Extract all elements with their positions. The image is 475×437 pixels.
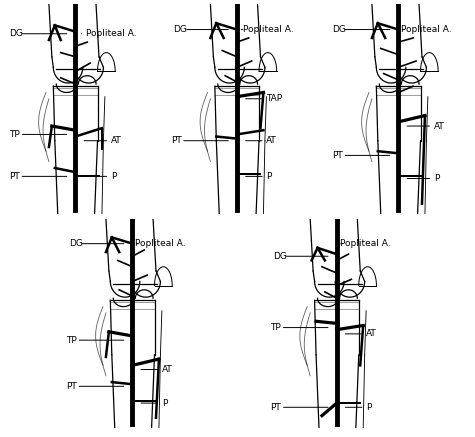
Text: PT: PT <box>9 172 20 181</box>
Text: Popliteal A.: Popliteal A. <box>243 25 294 34</box>
Text: P: P <box>266 172 272 181</box>
Text: PT: PT <box>66 382 77 391</box>
Text: AT: AT <box>162 365 172 374</box>
Text: DG: DG <box>332 25 346 34</box>
Text: PT: PT <box>171 136 181 145</box>
Text: AT: AT <box>366 329 377 338</box>
Text: P: P <box>366 403 371 412</box>
Text: PT: PT <box>332 151 343 160</box>
Text: DG: DG <box>69 239 83 248</box>
Text: AT: AT <box>266 136 277 145</box>
Text: DG: DG <box>9 29 23 38</box>
Text: TP: TP <box>66 336 77 345</box>
Text: Popliteal A.: Popliteal A. <box>401 25 452 34</box>
Text: Popliteal A.: Popliteal A. <box>135 239 186 248</box>
Text: P: P <box>162 399 167 408</box>
Text: TAP: TAP <box>266 94 283 103</box>
Text: DG: DG <box>274 252 287 261</box>
Text: P: P <box>434 174 439 183</box>
Text: DG: DG <box>174 25 188 34</box>
Text: TP: TP <box>9 130 20 139</box>
Text: Popliteal A.: Popliteal A. <box>340 239 390 248</box>
Text: P: P <box>111 172 116 181</box>
Text: TP: TP <box>270 323 281 332</box>
Text: PT: PT <box>270 403 281 412</box>
Text: Popliteal A.: Popliteal A. <box>86 29 136 38</box>
Text: AT: AT <box>111 136 122 145</box>
Text: AT: AT <box>434 121 445 131</box>
